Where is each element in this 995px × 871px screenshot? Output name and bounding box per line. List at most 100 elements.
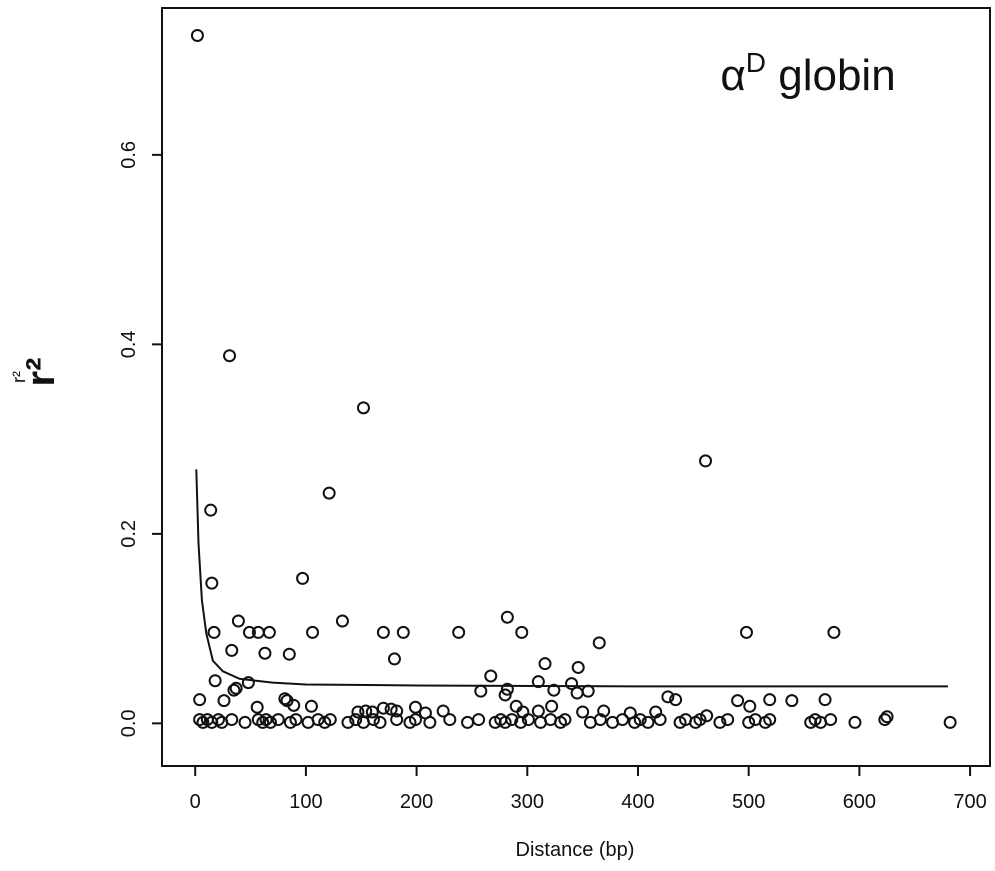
data-point xyxy=(592,636,606,650)
data-point xyxy=(282,647,296,661)
title-superscript: D xyxy=(746,47,766,78)
data-point xyxy=(880,710,894,724)
data-point xyxy=(287,698,301,712)
data-point xyxy=(743,699,757,713)
x-tick-label: 600 xyxy=(843,791,876,813)
data-point xyxy=(223,349,237,363)
data-point xyxy=(204,503,218,517)
data-point xyxy=(484,669,498,683)
data-point xyxy=(824,713,838,727)
title-base: α xyxy=(720,51,745,100)
data-point xyxy=(505,713,519,727)
data-point xyxy=(193,713,207,727)
data-point xyxy=(225,643,239,657)
data-point xyxy=(262,625,276,639)
data-point xyxy=(669,693,683,707)
data-point xyxy=(545,699,559,713)
data-point xyxy=(390,704,404,718)
data-point xyxy=(653,713,667,727)
data-point xyxy=(474,684,488,698)
data-point xyxy=(576,705,590,719)
data-point xyxy=(472,713,486,727)
data-point xyxy=(323,713,337,727)
data-point xyxy=(763,713,777,727)
data-point xyxy=(256,715,270,729)
data-point xyxy=(721,713,735,727)
data-point xyxy=(227,683,241,697)
data-point xyxy=(699,454,713,468)
data-point xyxy=(423,715,437,729)
data-point xyxy=(231,614,245,628)
data-point xyxy=(217,694,231,708)
data-point xyxy=(700,709,714,723)
data-point xyxy=(739,625,753,639)
data-point xyxy=(818,693,832,707)
data-point xyxy=(304,699,318,713)
x-axis-label: Distance (bp) xyxy=(516,839,635,861)
data-point xyxy=(693,713,707,727)
x-tick-label: 400 xyxy=(621,791,654,813)
data-point xyxy=(878,713,892,727)
data-point xyxy=(521,713,535,727)
data-point xyxy=(500,682,514,696)
data-point xyxy=(365,705,379,719)
data-point xyxy=(211,713,225,727)
data-point xyxy=(366,713,380,727)
data-point xyxy=(229,681,243,695)
data-point xyxy=(376,701,390,715)
data-point xyxy=(498,715,512,729)
data-point xyxy=(278,692,292,706)
data-point xyxy=(641,715,655,729)
y-axis-label: r² xyxy=(19,358,63,387)
data-point xyxy=(349,713,363,727)
data-point xyxy=(193,693,207,707)
data-point xyxy=(731,694,745,708)
x-tick-label: 0 xyxy=(190,791,201,813)
data-point xyxy=(225,713,239,727)
y-tick-label: 0.4 xyxy=(118,330,140,358)
data-point xyxy=(190,28,204,42)
x-tick-label: 500 xyxy=(732,791,765,813)
data-point xyxy=(205,576,219,590)
data-point xyxy=(271,713,285,727)
data-point xyxy=(376,625,390,639)
data-point xyxy=(443,713,457,727)
data-point xyxy=(615,713,629,727)
data-point xyxy=(289,713,303,727)
data-point xyxy=(515,625,529,639)
data-point xyxy=(356,401,370,415)
data-point xyxy=(384,702,398,716)
data-point xyxy=(238,715,252,729)
data-point xyxy=(531,675,545,689)
data-point xyxy=(827,625,841,639)
data-point xyxy=(396,625,410,639)
data-point xyxy=(390,713,404,727)
fit-curve xyxy=(195,469,948,688)
data-point xyxy=(547,683,561,697)
data-point xyxy=(565,677,579,691)
data-point xyxy=(633,713,647,727)
data-point xyxy=(848,715,862,729)
data-point xyxy=(571,660,585,674)
data-point xyxy=(408,713,422,727)
data-point xyxy=(498,688,512,702)
x-tick-label: 200 xyxy=(400,791,433,813)
data-point xyxy=(242,625,256,639)
y-tick-label: 0.0 xyxy=(118,709,140,737)
data-point xyxy=(263,715,277,729)
data-point xyxy=(500,610,514,624)
y-tick-label: 0.6 xyxy=(118,141,140,169)
data-point xyxy=(785,694,799,708)
data-point xyxy=(373,715,387,729)
data-point xyxy=(207,625,221,639)
y-axis-label-small: r² xyxy=(9,371,29,383)
title-rest: globin xyxy=(766,51,896,100)
data-point xyxy=(713,715,727,729)
data-point xyxy=(387,652,401,666)
chart-title: αD globin xyxy=(720,47,895,100)
data-point xyxy=(341,715,355,729)
data-point xyxy=(436,704,450,718)
data-point xyxy=(597,704,611,718)
